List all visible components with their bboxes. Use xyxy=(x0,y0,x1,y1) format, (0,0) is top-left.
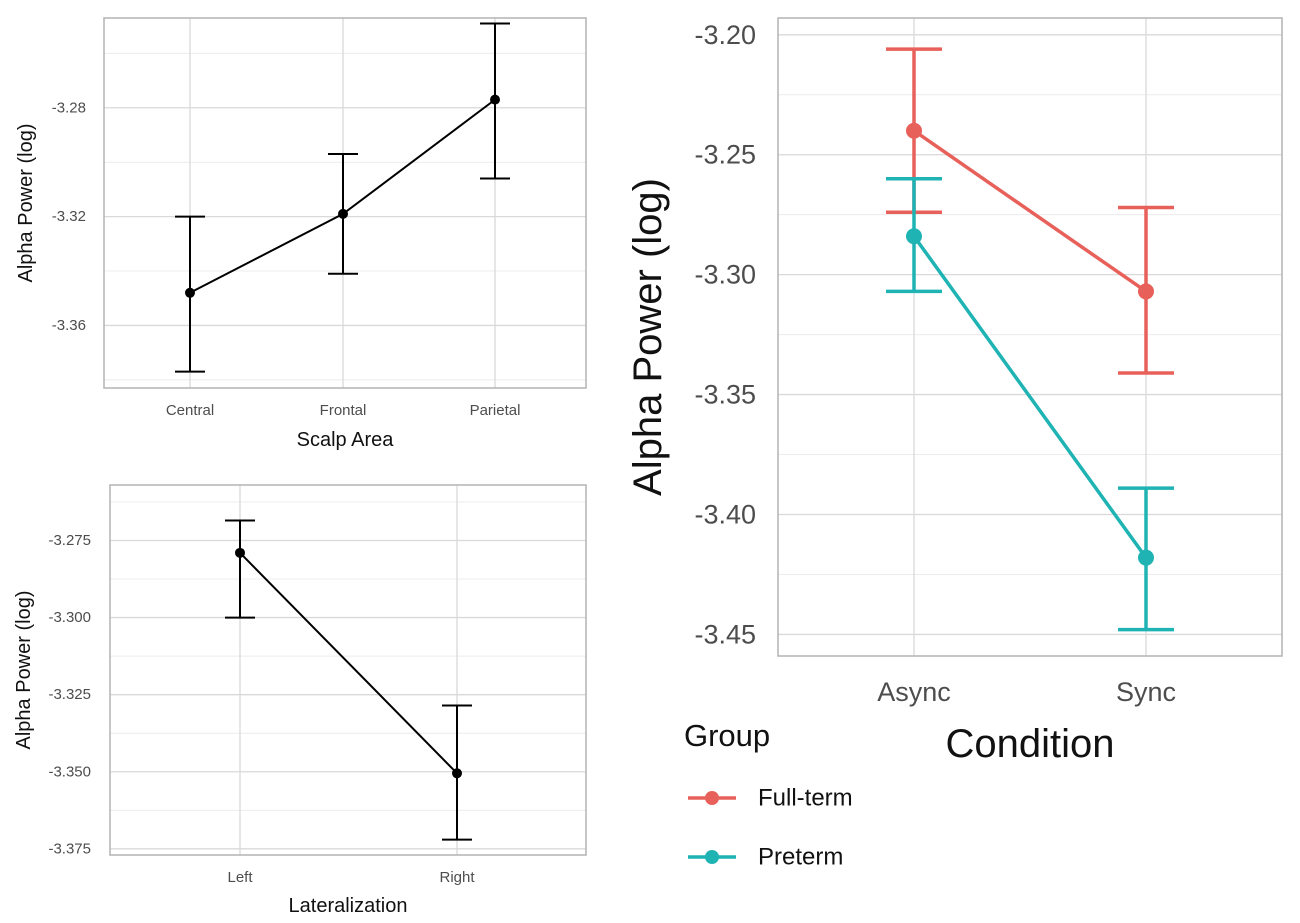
panel-border xyxy=(777,17,1283,657)
panel-border xyxy=(103,17,587,389)
y-tick-label: -3.325 xyxy=(48,686,91,703)
panel-laterality: -3.375 -3.350 -3.325 -3.300 -3.275 Left Right L… xyxy=(13,484,587,917)
data-point xyxy=(1138,283,1154,300)
y-tick-label: -3.30 xyxy=(694,260,756,290)
data-point xyxy=(490,94,500,105)
y-tick-label: -3.350 xyxy=(48,763,91,780)
series-line xyxy=(239,552,458,774)
y-tick-label: -3.28 xyxy=(52,99,86,116)
legend-label: Preterm xyxy=(758,844,843,871)
series-line xyxy=(913,129,1147,293)
data-point xyxy=(1138,549,1154,566)
y-tick-label: -3.36 xyxy=(52,317,86,334)
plot-background xyxy=(778,18,1282,656)
legend-title: Group xyxy=(684,718,770,753)
x-tick-label: Sync xyxy=(1116,677,1176,707)
legend: Group Full-term Preterm xyxy=(684,718,853,871)
panel-border xyxy=(109,484,587,856)
data-point xyxy=(235,547,245,558)
data-point xyxy=(185,287,195,298)
plot-background xyxy=(110,485,586,855)
y-tick-label: -3.20 xyxy=(694,20,756,50)
y-tick-label: -3.25 xyxy=(694,140,756,170)
data-point xyxy=(338,208,348,219)
series-preterm xyxy=(886,176,1174,632)
x-tick-label: Right xyxy=(439,869,475,886)
y-tick-label: -3.300 xyxy=(48,609,91,626)
y-tick-label: -3.375 xyxy=(48,840,91,857)
plot-background xyxy=(104,18,586,388)
data-point xyxy=(452,768,462,779)
series-full-term xyxy=(886,47,1174,375)
y-tick-label: -3.40 xyxy=(694,499,756,529)
x-tick-label: Central xyxy=(166,402,214,419)
y-tick-label: -3.32 xyxy=(52,208,86,225)
legend-item: Full-term xyxy=(688,785,853,812)
y-tick-label: -3.45 xyxy=(694,619,756,649)
panel-scalp: -3.36 -3.32 -3.28 Central Frontal Parietal Sca… xyxy=(15,17,587,451)
y-tick-label: -3.275 xyxy=(48,532,91,549)
x-tick-label: Parietal xyxy=(470,402,521,419)
series-line xyxy=(912,235,1148,559)
y-axis-label: Alpha Power (log) xyxy=(13,591,35,750)
series-all xyxy=(225,519,472,841)
legend-item: Preterm xyxy=(688,844,843,871)
data-point xyxy=(906,228,922,245)
data-point xyxy=(906,122,922,139)
legend-label: Full-term xyxy=(758,785,853,812)
y-axis-label: Alpha Power (log) xyxy=(15,124,37,283)
series-all xyxy=(175,22,510,373)
y-axis-label: Alpha Power (log) xyxy=(626,178,670,496)
x-tick-label: Left xyxy=(227,869,253,886)
legend-key-point xyxy=(705,791,719,805)
panel-condition: -3.45 -3.40 -3.35 -3.30 -3.25 -3.20 Async SyncC… xyxy=(626,17,1283,871)
x-axis-label: Scalp Area xyxy=(297,429,395,451)
x-axis-label: Condition xyxy=(945,722,1114,766)
x-tick-label: Async xyxy=(877,677,951,707)
x-axis-label: Lateralization xyxy=(289,895,408,917)
x-tick-label: Frontal xyxy=(320,402,367,419)
y-tick-label: -3.35 xyxy=(694,380,756,410)
legend-key-point xyxy=(705,850,719,864)
